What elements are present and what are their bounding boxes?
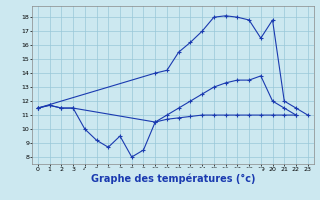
X-axis label: Graphe des températures (°c): Graphe des températures (°c) xyxy=(91,173,255,184)
